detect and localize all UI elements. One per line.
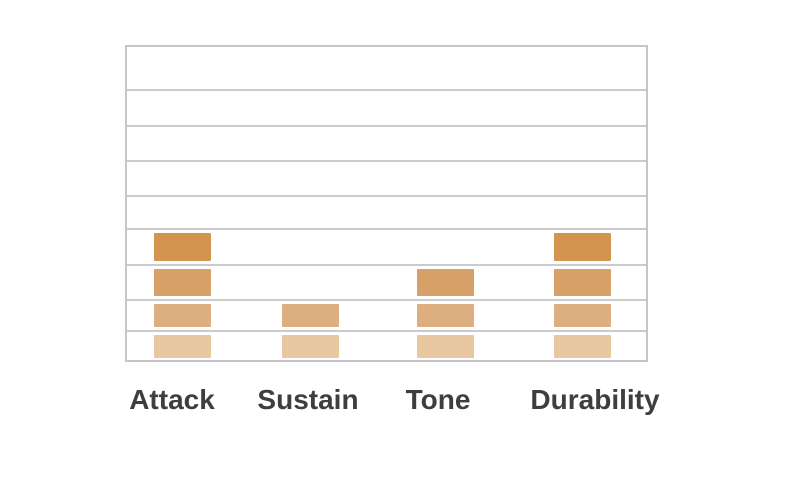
gridline bbox=[127, 228, 646, 230]
bar-segment bbox=[154, 335, 211, 358]
bar-segment bbox=[417, 304, 474, 327]
gridline bbox=[127, 125, 646, 127]
gridline bbox=[127, 160, 646, 162]
bar-sustain bbox=[282, 47, 339, 360]
bar-durability bbox=[554, 47, 611, 360]
gridline bbox=[127, 299, 646, 301]
gridline bbox=[127, 264, 646, 266]
bar-segment bbox=[154, 233, 211, 261]
bar-segment bbox=[554, 304, 611, 327]
category-label-sustain: Sustain bbox=[257, 384, 359, 415]
bar-segment bbox=[554, 269, 611, 296]
gridline bbox=[127, 330, 646, 332]
bar-segment bbox=[554, 233, 611, 261]
bar-segment bbox=[417, 269, 474, 296]
category-label-attack: Attack bbox=[129, 384, 215, 415]
bar-segment bbox=[154, 269, 211, 296]
bar-segment bbox=[554, 335, 611, 358]
category-label-tone: Tone bbox=[405, 384, 471, 415]
gridline bbox=[127, 89, 646, 91]
bar-segment bbox=[282, 304, 339, 327]
bar-attack bbox=[154, 47, 211, 360]
bar-segment bbox=[417, 335, 474, 358]
bar-segment bbox=[282, 335, 339, 358]
chart-plot-area bbox=[125, 45, 648, 362]
category-label-durability: Durability bbox=[530, 384, 660, 415]
bar-tone bbox=[417, 47, 474, 360]
bar-segment bbox=[154, 304, 211, 327]
gridline bbox=[127, 195, 646, 197]
